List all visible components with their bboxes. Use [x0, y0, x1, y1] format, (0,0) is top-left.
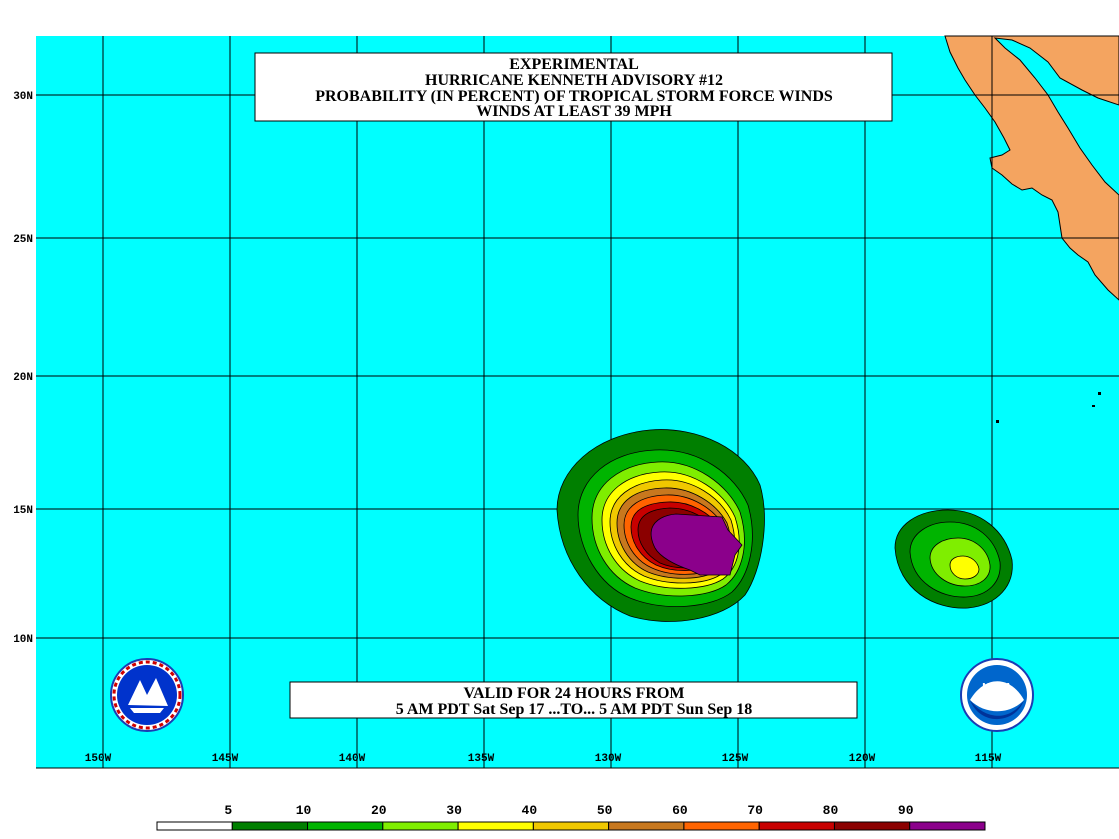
legend-label: 20 [371, 803, 387, 818]
title-line-1: EXPERIMENTAL [509, 56, 639, 73]
island [1098, 392, 1101, 395]
lon-label-140w: 140W [339, 753, 366, 765]
ocean [36, 36, 1119, 768]
valid-time-box: VALID FOR 24 HOURS FROM 5 AM PDT Sat Sep… [289, 681, 858, 719]
legend-swatch [156, 821, 233, 831]
legend-swatch [833, 821, 911, 831]
legend-label: 10 [296, 803, 312, 818]
lon-label-120w: 120W [849, 753, 876, 765]
lat-label-20n: 20N [13, 372, 33, 384]
lon-label-115w: 115W [975, 753, 1002, 765]
storm-probability-secondary [894, 509, 1013, 609]
legend-swatch [683, 821, 760, 831]
valid-line-1: VALID FOR 24 HOURS FROM [463, 685, 684, 702]
noaa-logo-text: NOAA [982, 682, 1011, 693]
lon-label-150w: 150W [85, 753, 112, 765]
lat-label-25n: 25N [13, 234, 33, 246]
latitude-labels: 30N 25N 20N 15N 10N [13, 91, 33, 646]
lon-label-130w: 130W [595, 753, 622, 765]
legend-swatch [382, 821, 459, 831]
legend-swatch [532, 821, 610, 831]
noaa-logo: NOAA [960, 658, 1034, 732]
legend-label: 70 [747, 803, 763, 818]
legend-swatch [457, 821, 534, 831]
legend-swatch [909, 821, 986, 831]
title-line-3: PROBABILITY (IN PERCENT) OF TROPICAL STO… [315, 88, 833, 105]
legend-label: 5 [224, 803, 232, 818]
contour-90 [650, 513, 743, 576]
legend-label: 60 [672, 803, 688, 818]
title-line-4: WINDS AT LEAST 39 MPH [476, 103, 672, 120]
lat-label-10n: 10N [13, 634, 33, 646]
legend-swatch [231, 821, 309, 831]
land-mexico [944, 35, 1119, 301]
legend-swatch [608, 821, 685, 831]
legend-label: 80 [823, 803, 839, 818]
contour-secondary-30 [949, 555, 980, 580]
lat-label-30n: 30N [13, 91, 33, 103]
valid-line-2: 5 AM PDT Sat Sep 17 ...TO... 5 AM PDT Su… [396, 701, 753, 718]
title-box: EXPERIMENTAL HURRICANE KENNETH ADVISORY … [254, 52, 893, 122]
legend-label: 50 [597, 803, 613, 818]
lon-label-145w: 145W [212, 753, 239, 765]
island [1092, 405, 1095, 407]
title-line-2: HURRICANE KENNETH ADVISORY #12 [425, 72, 723, 89]
longitude-labels: 150W 145W 140W 135W 130W 125W 120W 115W [85, 753, 1002, 765]
lon-label-125w: 125W [722, 753, 749, 765]
lon-label-135w: 135W [468, 753, 495, 765]
storm-probability-main [556, 429, 765, 622]
nws-logo [110, 658, 184, 732]
legend-swatch [758, 821, 835, 831]
legend-label: 40 [522, 803, 538, 818]
legend-label: 90 [898, 803, 914, 818]
island [996, 420, 999, 423]
lat-label-15n: 15N [13, 505, 33, 517]
probability-legend: 5 10 20 30 40 50 60 70 80 90 [156, 803, 986, 831]
legend-swatch [307, 821, 384, 831]
legend-label: 30 [446, 803, 462, 818]
